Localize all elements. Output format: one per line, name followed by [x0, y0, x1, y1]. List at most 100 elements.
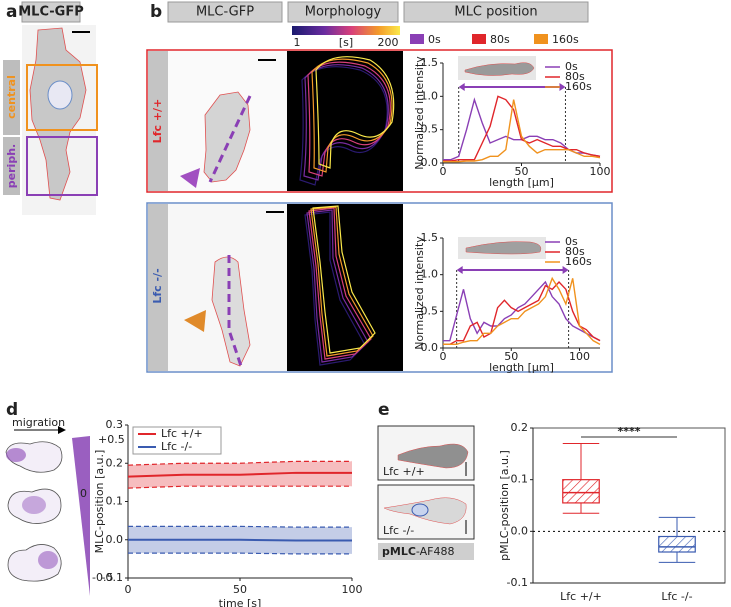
- label-strip: [148, 204, 168, 371]
- morphology-outlines: [299, 56, 395, 186]
- legend-swatch: [410, 34, 424, 44]
- colorbar: [292, 26, 400, 35]
- panel-label: e: [378, 400, 390, 420]
- y-tick-label: 0.0: [511, 524, 529, 537]
- legend-label: 160s: [565, 255, 592, 268]
- scale-label: 0: [80, 487, 87, 500]
- series-line: [443, 276, 601, 346]
- legend-label: 0s: [565, 60, 578, 73]
- legend-label: 160s: [552, 33, 579, 46]
- panel-frame: [146, 202, 613, 373]
- y-tick-label: 0.0: [421, 156, 439, 169]
- colorbar-label: [s]: [339, 36, 353, 49]
- x-tick-label: 50: [504, 350, 518, 363]
- band-edge: [127, 460, 352, 466]
- scale-label: +0.5: [98, 433, 125, 446]
- region-box: [26, 136, 98, 196]
- series-line: [443, 99, 601, 163]
- series-line: [443, 280, 601, 342]
- x-axis-label: length [µm]: [489, 176, 554, 189]
- box: [562, 479, 600, 504]
- x-tick-label: 0: [440, 350, 447, 363]
- morphology-image: [287, 204, 403, 371]
- mlc-signal: [6, 448, 26, 462]
- x-tick-label: Lfc +/+: [560, 590, 602, 603]
- significance-label: ****: [617, 425, 640, 438]
- header-box: [167, 1, 283, 23]
- panel-label: d: [6, 400, 18, 420]
- series-line: [443, 280, 601, 346]
- nucleus: [47, 80, 73, 110]
- scale-wedge: [72, 436, 90, 596]
- legend-label: 80s: [565, 245, 585, 258]
- arrowhead: [458, 83, 465, 91]
- y-tick-label: 1.5: [421, 56, 439, 69]
- cell: [203, 91, 251, 183]
- region-label: periph.: [5, 144, 18, 188]
- y-tick-label: 0.5: [421, 123, 439, 136]
- x-tick-label: 100: [342, 583, 363, 596]
- colorbar-label: 1: [294, 36, 301, 49]
- mlc-signal: [38, 551, 58, 569]
- x-tick-label: 100: [569, 350, 590, 363]
- cell: [29, 27, 87, 201]
- band-edge: [127, 485, 352, 489]
- cell: [397, 443, 469, 469]
- series-line: [127, 471, 352, 478]
- y-tick-label: 0.2: [511, 421, 529, 434]
- header-box: [21, 1, 81, 23]
- legend-swatch: [472, 34, 486, 44]
- region-box: [26, 64, 98, 131]
- colorbar-label: 200: [378, 36, 399, 49]
- arrowhead: [180, 168, 200, 188]
- header-box: [403, 1, 589, 23]
- x-tick-label: 50: [515, 165, 529, 178]
- morphology-outlines: [304, 205, 376, 366]
- y-tick-label: 0.3: [106, 418, 124, 431]
- legend-label: 0s: [565, 235, 578, 248]
- label-strip: [3, 137, 20, 195]
- legend-label: 80s: [490, 33, 510, 46]
- x-tick-label: 0: [125, 583, 132, 596]
- mlc-signal: [22, 496, 46, 514]
- region-label: central: [5, 75, 18, 119]
- cell: [211, 256, 251, 367]
- y-tick-label: 0.5: [421, 304, 439, 317]
- header: MLC-GFP: [18, 5, 84, 20]
- y-tick-label: 0.1: [511, 473, 529, 486]
- panel-frame: [146, 49, 613, 193]
- y-axis-label: Normalized intensity: [413, 56, 426, 170]
- panel-label: b: [150, 2, 162, 22]
- header: MLC-GFP: [196, 5, 254, 20]
- stain-label: pMLC-AF488: [382, 545, 454, 558]
- y-tick-label: 0.0: [421, 341, 439, 354]
- header-box: [378, 543, 474, 560]
- x-tick-label: 100: [590, 165, 611, 178]
- scale-label: -0.5: [92, 571, 113, 584]
- legend: 0s 80s 160s: [410, 33, 579, 46]
- y-tick-label: -0.1: [102, 571, 123, 584]
- cell: [465, 241, 542, 255]
- annotation: migration: [12, 416, 65, 429]
- y-tick-label: 0.2: [106, 456, 124, 469]
- y-tick-label: 1.5: [421, 231, 439, 244]
- image-label: Lfc -/-: [383, 524, 414, 537]
- y-tick-label: -0.1: [507, 576, 528, 589]
- arrowhead: [184, 310, 206, 332]
- arrowhead: [562, 266, 569, 274]
- legend-label: 80s: [565, 70, 585, 83]
- stain-name: pMLC: [382, 545, 416, 558]
- genotype-label: Lfc +/+: [151, 99, 164, 144]
- x-tick-label: Lfc -/-: [661, 590, 692, 603]
- arrowhead: [559, 83, 566, 91]
- legend-label: 160s: [565, 80, 592, 93]
- label-strip: [3, 60, 20, 135]
- legend-box: [132, 426, 222, 455]
- plot-frame: [532, 427, 726, 584]
- y-tick-label: 1.0: [421, 89, 439, 102]
- header: Morphology: [305, 5, 382, 20]
- y-tick-label: 0.0: [106, 533, 124, 546]
